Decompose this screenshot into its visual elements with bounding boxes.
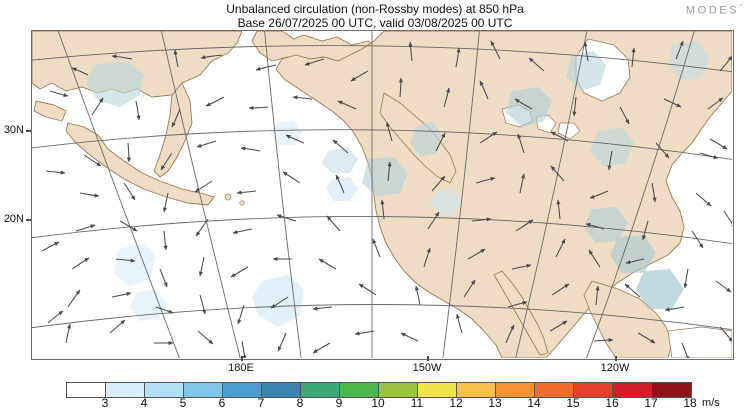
landmass-mexico (583, 280, 673, 358)
speed-patch-14 (130, 289, 166, 321)
colorbar-tick-8: 8 (296, 396, 304, 410)
logo-degree-mark: ° (739, 4, 742, 11)
colorbar-tick-16: 16 (605, 396, 619, 410)
colorbar-cell-14 (613, 383, 652, 397)
colorbar-cell-8 (379, 383, 418, 397)
xtick-120w (615, 356, 617, 361)
speed-patch-1 (86, 61, 144, 107)
meridian-120w (586, 31, 695, 358)
chart-subtitle: Base 26/07/2025 00 UTC, valid 03/08/2025… (237, 16, 513, 30)
colorbar-tick-11: 11 (410, 396, 424, 410)
colorbar-tick-10: 10 (371, 396, 385, 410)
parallel-40n (32, 45, 732, 73)
colorbar (66, 382, 692, 398)
colorbar-tick-18: 18 (683, 396, 697, 410)
colorbar-tick-17: 17 (644, 396, 658, 410)
colorbar-cell-10 (457, 383, 496, 397)
colorbar-cell-7 (340, 383, 379, 397)
colorbar-cell-1 (106, 383, 145, 397)
ytick-20n (26, 219, 31, 221)
speed-patch-16 (430, 189, 462, 215)
landmass-kamchatka (153, 82, 193, 178)
colorbar-tick-labels: 3 4 5 6 7 8 9 10 11 12 13 14 15 16 17 18 (0, 396, 750, 410)
parallel-30n (32, 129, 732, 160)
speed-patch-13 (636, 269, 684, 309)
meridian-150w (442, 31, 480, 358)
speed-patch-10 (668, 41, 710, 81)
colorbar-tick-9: 9 (335, 396, 343, 410)
colorbar-tick-7: 7 (257, 396, 265, 410)
logo-text: MODES (685, 4, 740, 17)
parallel-10n (32, 304, 732, 331)
colorbar-cell-4 (223, 383, 262, 397)
landmass-hokkaido (33, 100, 67, 122)
ytick-30n (26, 130, 31, 132)
page-title: Unbalanced circulation (non-Rossby modes… (226, 2, 524, 16)
colorbar-cell-9 (418, 383, 457, 397)
colorbar-tick-14: 14 (527, 396, 541, 410)
wind-vector-field (41, 40, 732, 358)
meridian-180e (264, 31, 302, 358)
map-plot-area (31, 30, 734, 360)
graticule-group (32, 31, 732, 358)
meridian-135w (515, 31, 588, 358)
landmass-japan (65, 122, 215, 206)
colorbar-tick-3: 3 (101, 396, 109, 410)
xlabel-180e: 180E (228, 362, 254, 374)
map-svg (32, 31, 732, 358)
colorbar-cell-6 (301, 383, 340, 397)
water-gulf-of-mexico (667, 326, 732, 358)
xtick-150w (427, 356, 429, 361)
speed-patch-6 (362, 157, 408, 197)
colorbar-cell-3 (184, 383, 223, 397)
speed-patch-5 (322, 147, 358, 173)
colorbar-cell-15 (652, 383, 691, 397)
colorbar-cell-11 (496, 383, 535, 397)
colorbar-cell-13 (574, 383, 613, 397)
modes-logo: MODES° (686, 4, 742, 17)
xlabel-120w: 120W (600, 362, 630, 374)
colorbar-tick-6: 6 (218, 396, 226, 410)
colorbar-cell-12 (535, 383, 574, 397)
colorbar-cell-5 (262, 383, 301, 397)
colorbar-cell-0 (67, 383, 106, 397)
island-small-2 (239, 200, 245, 206)
colorbar-tick-5: 5 (179, 396, 187, 410)
speed-patch-3 (252, 275, 304, 327)
xlabel-150w: 150W (412, 362, 442, 374)
speed-patch-8 (566, 51, 606, 91)
colorbar-tick-15: 15 (566, 396, 580, 410)
chart-title-block: Unbalanced circulation (non-Rossby modes… (0, 2, 750, 30)
colorbar-units-label: m/s (702, 397, 720, 409)
speed-patch-11 (584, 207, 628, 243)
xtick-180e (241, 356, 243, 361)
colorbar-tick-4: 4 (140, 396, 148, 410)
speed-patch-2 (114, 243, 156, 287)
meridian-165e (160, 31, 241, 358)
colorbar-cell-2 (145, 383, 184, 397)
ylabel-20n: 20N (3, 213, 24, 225)
parallel-20n (32, 215, 732, 245)
speed-patch-9 (590, 127, 634, 167)
ylabel-30n: 30N (3, 124, 24, 136)
speed-patch-4 (410, 121, 442, 157)
island-small-1 (224, 193, 232, 201)
water-great-lakes-huron (557, 122, 581, 140)
colorbar-tick-13: 13 (488, 396, 502, 410)
colorbar-tick-12: 12 (449, 396, 463, 410)
speed-patch-12 (610, 235, 656, 273)
